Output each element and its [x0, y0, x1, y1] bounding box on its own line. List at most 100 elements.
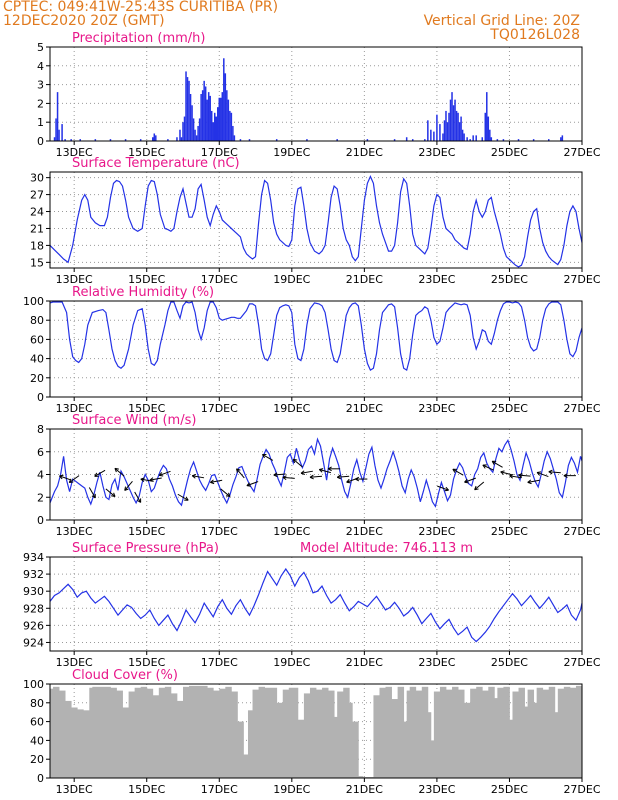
x-tick-label: 17DEC — [201, 273, 238, 286]
precip-bar — [180, 137, 183, 141]
y-tick-label: 20 — [30, 753, 44, 766]
cloud-bar — [122, 707, 129, 778]
precip-bar — [449, 99, 452, 141]
precip-bar — [198, 118, 201, 141]
wind-arrow — [94, 469, 106, 477]
precip-bar — [217, 107, 219, 141]
precip-bar — [226, 90, 228, 141]
wind-arrow-head — [192, 473, 197, 477]
wind-arrow-shaft — [337, 475, 350, 478]
wind-arrow-shaft — [452, 468, 464, 476]
y-tick-label: 928 — [23, 602, 44, 615]
x-tick-label: 17DEC — [201, 525, 238, 538]
cloud-bar — [554, 712, 559, 778]
x-tick-label: 25DEC — [491, 273, 528, 286]
cloud-bar — [533, 702, 538, 778]
precip-bar — [209, 95, 211, 141]
cloud-bar — [303, 693, 311, 778]
cloud-bar — [170, 693, 178, 778]
precip-bar — [152, 137, 154, 141]
y-tick-label: 100 — [23, 678, 44, 691]
x-tick-label: 21DEC — [346, 273, 383, 286]
wind-arrow — [114, 467, 125, 477]
cloud-bar — [316, 689, 323, 778]
wind-arrow — [300, 470, 313, 476]
wind-arrow-head — [346, 481, 351, 484]
cloud-bar — [116, 690, 123, 778]
wind-arrow-shaft — [220, 488, 231, 497]
y-tick-label: 6 — [37, 446, 44, 459]
wind-arrow-head — [464, 478, 468, 483]
wind-arrow-shaft — [114, 467, 125, 477]
wind-arrow — [273, 472, 286, 478]
wind-arrow-head — [464, 481, 469, 484]
y-tick-label: 924 — [23, 636, 44, 649]
wind-arrow-head — [309, 476, 314, 480]
cloud-bar — [282, 689, 290, 778]
cloud-bar — [77, 709, 84, 778]
precip-bar — [466, 137, 468, 141]
cloud-bar — [452, 686, 459, 778]
wind-arrow-head — [246, 482, 250, 486]
cloud-bar — [497, 687, 504, 778]
wind-arrow — [158, 470, 171, 477]
y-tick-label: 27 — [30, 189, 44, 202]
wind-arrow-shaft — [149, 477, 162, 481]
x-tick-label: 17DEC — [201, 656, 238, 669]
precip-bar — [233, 135, 236, 141]
precip-bar — [469, 139, 471, 141]
cloud-bar — [328, 690, 335, 778]
wind-title: Surface Wind (m/s) — [72, 413, 196, 428]
wind-arrow-head — [482, 464, 486, 469]
x-tick-label: 13DEC — [56, 146, 93, 159]
precip-bar — [451, 92, 453, 141]
wind-arrow-shaft — [491, 460, 503, 468]
cloud-bar — [458, 689, 465, 778]
wind-arrow — [518, 473, 531, 478]
x-tick-label: 17DEC — [201, 146, 238, 159]
cloud-bar — [65, 700, 72, 778]
wind-arrow-head — [536, 472, 541, 476]
panel-pressure: 924 926 928 930 932 934 13DEC 15DEC 17DEC 19DEC 21… — [23, 541, 601, 669]
cloud-bar — [59, 690, 66, 778]
pressure-subtitle: Model Altitude: 746.113 m — [300, 541, 473, 556]
wind-arrow-head — [140, 478, 145, 483]
x-tick-label: 23DEC — [418, 656, 455, 669]
x-tick-label: 23DEC — [418, 273, 455, 286]
precip-frame — [49, 46, 583, 142]
wind-arrow-head — [273, 474, 278, 478]
y-tick-label: 930 — [23, 585, 44, 598]
cloud-bar — [288, 687, 299, 778]
wind-arrow — [59, 474, 71, 481]
precip-bar — [53, 137, 56, 141]
precip-bar — [212, 122, 214, 141]
wind-arrow — [282, 475, 295, 481]
precip-bar — [203, 80, 205, 141]
wind-arrow — [327, 466, 341, 472]
x-tick-label: 13DEC — [56, 402, 93, 415]
wind-arrow-head — [336, 474, 341, 478]
precip-bar — [275, 139, 278, 141]
cloud-bar — [482, 690, 489, 778]
wind-arrow-head — [337, 476, 342, 480]
panel-rh: 0 20 40 60 80 100 13DEC 15DEC 17DEC 19DEC 21DEC 23D… — [23, 285, 601, 415]
precip-bar — [70, 139, 72, 141]
precip-bar — [443, 120, 446, 141]
precip-bar — [197, 125, 199, 141]
x-tick-label: 21DEC — [346, 525, 383, 538]
cloud-bar — [50, 688, 54, 778]
wind-arrow-head — [113, 492, 116, 497]
cloud-bar — [158, 687, 166, 778]
y-tick-label: 934 — [23, 551, 44, 564]
wind-arrow-head — [59, 474, 64, 477]
precip-bar — [306, 139, 308, 141]
wind-arrow-shaft — [273, 473, 286, 476]
wind-arrow-head — [124, 486, 127, 491]
precip-bar — [182, 122, 184, 141]
precip-bar — [458, 122, 461, 141]
wind-arrow-head — [293, 458, 298, 461]
wind-arrow — [68, 475, 80, 483]
cloud-bar — [464, 702, 471, 778]
wind-arrow — [500, 470, 513, 476]
cloud-bar — [134, 687, 142, 778]
